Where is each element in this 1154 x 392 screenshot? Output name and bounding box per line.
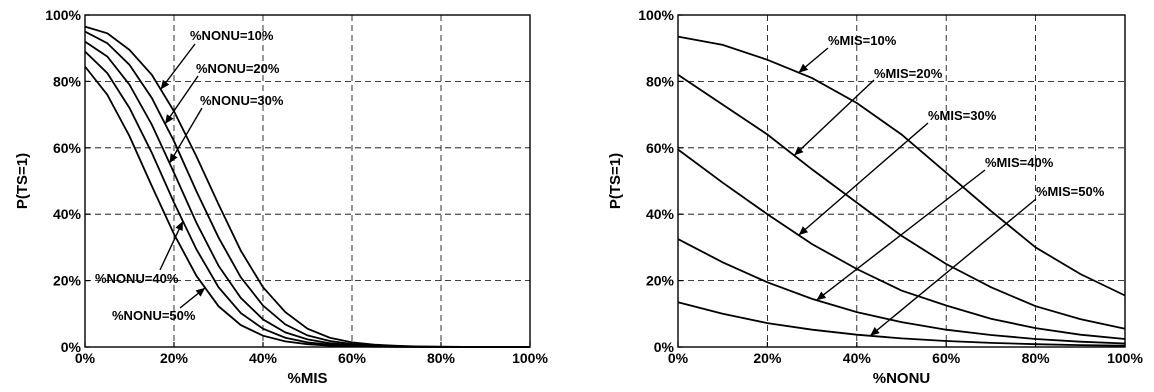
left-chart-panel: 0% 20% 40% 60% 80% 100% 0% 20% 40% 60% 80% 100% %MIS… — [14, 7, 548, 387]
left-annotation-label: %NONU=20% — [196, 61, 280, 76]
right-annotation-arrowhead — [870, 326, 880, 336]
left-y-tick-label: 100% — [45, 7, 81, 23]
right-x-tick-label: 100% — [1107, 350, 1143, 366]
right-series-line-2 — [677, 74, 1126, 330]
left-annotation-arrowhead — [175, 221, 183, 232]
right-plot-frame — [677, 14, 1126, 348]
right-series-line-5 — [677, 301, 1126, 347]
left-annotation-label: %NONU=10% — [190, 28, 274, 43]
right-x-tick-label: 80% — [1022, 350, 1051, 366]
right-x-tick-label: 20% — [753, 350, 782, 366]
right-y-tick-label: 80% — [646, 73, 675, 89]
right-annotation-arrow — [869, 198, 1037, 337]
left-annotation-label: %NONU=40% — [95, 271, 179, 286]
left-series-line-5 — [84, 65, 530, 348]
right-annotation-label: %MIS=50% — [1036, 184, 1105, 199]
left-x-tick-label: 60% — [338, 350, 367, 366]
left-annotation-label: %NONU=30% — [200, 93, 284, 108]
right-annotation-arrow — [816, 169, 986, 301]
left-x-axis-label: %MIS — [287, 370, 327, 387]
left-y-tick-label: 60% — [53, 140, 82, 156]
right-annotation-label: %MIS=20% — [874, 66, 943, 81]
right-annotation-arrow — [793, 79, 875, 156]
right-x-tick-label: 0% — [668, 350, 689, 366]
right-y-tick-label: 100% — [638, 7, 674, 23]
left-annotation-arrowhead — [165, 114, 174, 124]
right-annotation-arrow — [798, 122, 929, 236]
left-annotation-arrow — [168, 107, 203, 164]
left-x-tick-label: 80% — [427, 350, 456, 366]
right-x-tick-label: 60% — [932, 350, 961, 366]
right-y-axis-label: P(TS=1) — [607, 153, 624, 209]
right-series-line-4 — [677, 238, 1126, 345]
left-annotation-arrowhead — [160, 79, 170, 90]
left-y-tick-label: 0% — [61, 339, 82, 355]
left-series-line-4 — [84, 50, 530, 348]
right-annotation-arrowhead — [816, 291, 827, 301]
right-y-tick-label: 60% — [646, 140, 675, 156]
left-plot-frame — [84, 14, 531, 348]
left-series-line-2 — [84, 30, 530, 348]
right-annotation-label: %MIS=10% — [828, 33, 897, 48]
right-series-line-3 — [677, 148, 1126, 340]
right-annotation-label: %MIS=30% — [928, 108, 997, 123]
left-x-tick-label: 0% — [75, 350, 96, 366]
left-annotation-arrow — [164, 75, 199, 125]
left-x-tick-label: 100% — [512, 350, 548, 366]
right-series-line-1 — [677, 35, 1126, 297]
right-y-tick-label: 40% — [646, 206, 675, 222]
left-annotation-label: %NONU=50% — [112, 308, 196, 323]
right-x-axis-label: %NONU — [873, 370, 931, 387]
right-chart-panel: 0% 20% 40% 60% 80% 100% 0% 20% 40% 60% 80% 100% %NON… — [607, 7, 1143, 387]
right-annotation-label: %MIS=40% — [985, 155, 1054, 170]
left-x-tick-label: 20% — [160, 350, 189, 366]
left-annotation-arrowhead — [195, 287, 206, 297]
right-annotation-arrowhead — [798, 226, 809, 236]
right-annotation-arrowhead — [798, 63, 809, 73]
right-y-tick-label: 0% — [654, 339, 675, 355]
left-y-tick-label: 80% — [53, 73, 82, 89]
left-y-tick-label: 40% — [53, 206, 82, 222]
right-y-tick-label: 20% — [646, 273, 675, 289]
left-y-tick-label: 20% — [53, 273, 82, 289]
left-x-tick-label: 40% — [249, 350, 278, 366]
left-y-axis-label: P(TS=1) — [14, 153, 31, 209]
right-annotation-arrowhead — [794, 146, 804, 156]
left-annotation-arrow — [160, 43, 196, 90]
right-x-tick-label: 40% — [843, 350, 872, 366]
left-series-line-3 — [84, 40, 530, 348]
left-annotation-arrowhead — [169, 153, 178, 164]
